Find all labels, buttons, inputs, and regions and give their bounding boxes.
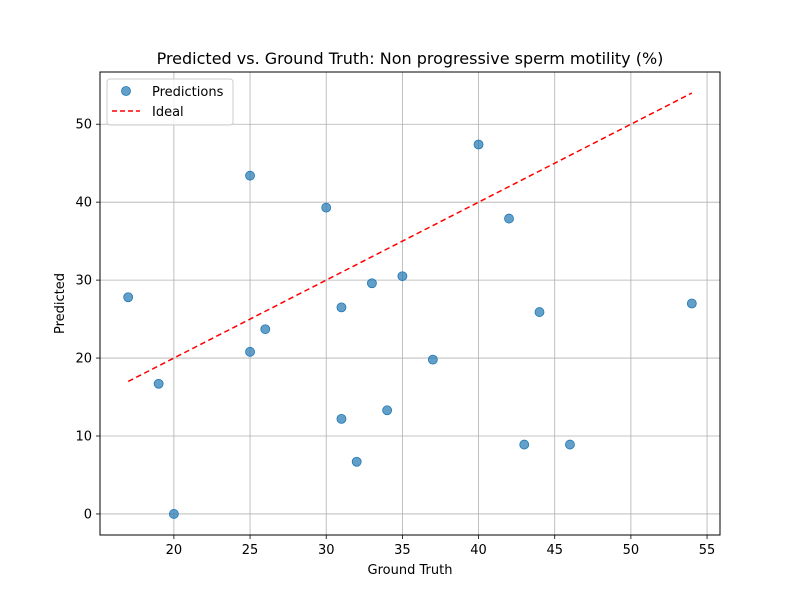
legend: Predictions Ideal [106,78,234,126]
prediction-point [397,271,408,282]
chart-title: Predicted vs. Ground Truth: Non progress… [157,49,664,68]
x-tick-label: 40 [470,543,487,558]
ideal-line [127,92,693,383]
prediction-point [565,439,575,450]
prediction-point [427,354,438,365]
y-tick-label: 50 [75,118,92,133]
prediction-point [321,202,332,213]
x-tick-label: 30 [318,543,335,558]
prediction-point [367,278,377,289]
prediction-point [686,298,697,309]
y-tick-label: 30 [75,274,92,289]
y-tick-label: 20 [75,352,92,367]
prediction-point [260,324,271,335]
x-tick-label: 25 [242,543,259,558]
x-tick-label: 55 [699,543,716,558]
prediction-point [534,307,545,317]
prediction-point [123,292,134,303]
prediction-point [351,456,362,467]
y-axis-label: Predicted [53,273,68,334]
prediction-point [473,139,484,150]
legend-predictions-marker [121,86,131,96]
x-tick-label: 35 [394,543,411,558]
prediction-point [153,378,164,389]
prediction-point [245,170,255,181]
y-tick-label: 10 [75,430,92,445]
y-tick-label: 0 [84,507,92,522]
prediction-point [336,413,347,424]
prediction-point [519,439,530,450]
prediction-points [123,139,697,519]
prediction-point [245,346,255,357]
prediction-point [336,302,347,313]
x-tick-label: 50 [623,543,640,558]
prediction-point [504,213,514,224]
y-tick-label: 40 [75,196,92,211]
prediction-point [168,509,179,519]
prediction-point [382,405,393,416]
x-axis-label: Ground Truth [368,563,453,578]
legend-predictions-label: Predictions [152,85,224,100]
grid [100,72,720,535]
legend-box [106,78,234,126]
x-tick-label: 20 [166,543,183,558]
ideal-line-layer [127,92,693,383]
plot-frame [99,71,721,536]
y-axis-ticks: 0 10 20 30 40 50 [75,118,100,522]
x-axis-ticks: 20 25 30 35 40 45 50 55 [166,535,716,558]
legend-ideal-label: Ideal [152,105,184,120]
x-tick-label: 45 [546,543,563,558]
